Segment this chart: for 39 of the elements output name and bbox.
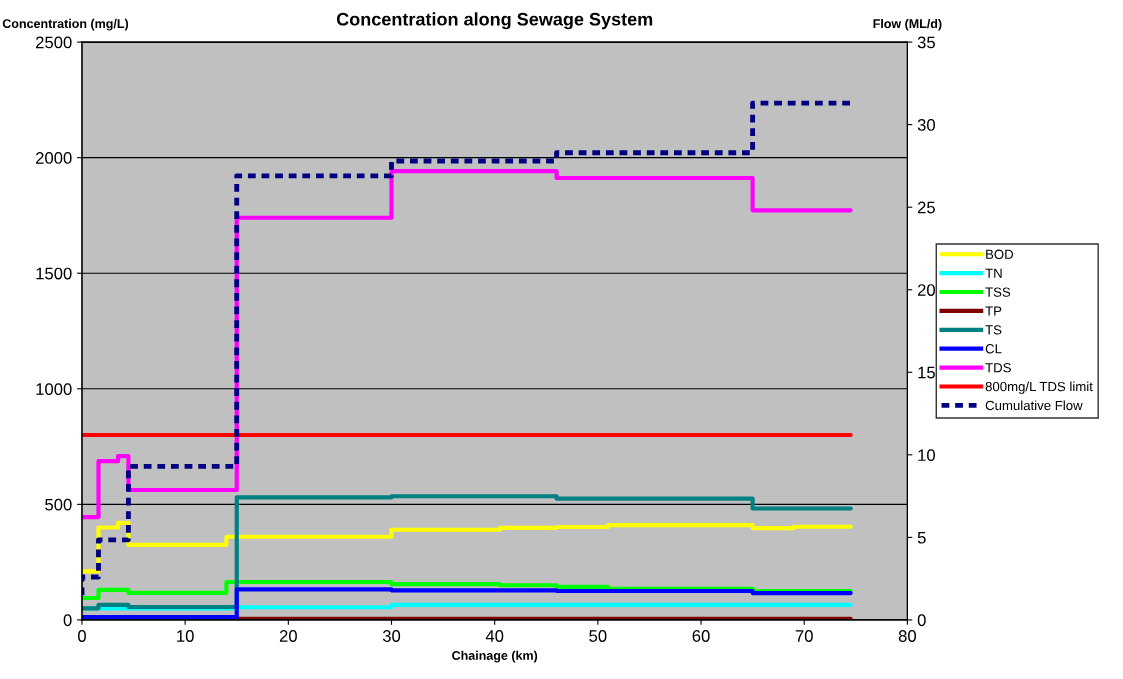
x-tick-label: 60 bbox=[692, 630, 710, 642]
y2-tick-label: 10 bbox=[918, 449, 935, 462]
y2-axis-title: Flow (ML/d) bbox=[873, 18, 942, 31]
y-tick-label: 2000 bbox=[36, 152, 72, 164]
line-series bbox=[81, 494, 853, 611]
y2-tick-label: 30 bbox=[917, 119, 935, 131]
legend-label: TSS bbox=[985, 287, 1011, 297]
y-tick-label: 1500 bbox=[36, 267, 72, 280]
x-tick-label: 50 bbox=[589, 630, 607, 642]
legend-label: BOD bbox=[986, 249, 1014, 259]
y-tick-label: 2500 bbox=[36, 36, 72, 49]
y2-tick-label: 0 bbox=[917, 614, 926, 627]
x-tick-label: 30 bbox=[382, 630, 401, 642]
x-tick-label: 10 bbox=[177, 630, 194, 642]
y2-tick-label: 5 bbox=[917, 531, 926, 544]
legend-label: TN bbox=[985, 268, 1002, 278]
x-tick-label: 0 bbox=[78, 630, 86, 642]
x-tick-label: 40 bbox=[485, 630, 504, 642]
legend-label: 800mg/L TDS limit bbox=[985, 381, 1093, 394]
y2-tick-label: 15 bbox=[918, 366, 935, 379]
legend-label: TDS bbox=[985, 363, 1011, 373]
legend-label: TP bbox=[985, 306, 1002, 316]
y-tick-label: 500 bbox=[45, 498, 72, 511]
y-tick-label: 0 bbox=[63, 614, 72, 627]
legend-label: TS bbox=[985, 325, 1002, 335]
x-tick-label: 20 bbox=[279, 630, 297, 642]
line-series bbox=[81, 587, 853, 620]
x-tick-label: 70 bbox=[795, 630, 813, 642]
y-tick-label: 1000 bbox=[36, 383, 72, 395]
y2-tick-label: 20 bbox=[917, 284, 935, 296]
y2-tick-label: 35 bbox=[917, 36, 935, 49]
x-axis-title: Chainage (km) bbox=[452, 650, 538, 663]
legend-label: Cumulative Flow bbox=[985, 400, 1083, 411]
chart-title: Concentration along Sewage System bbox=[336, 12, 653, 30]
y2-tick-label: 25 bbox=[917, 201, 935, 214]
line-series bbox=[81, 520, 853, 574]
y-axis-title: Concentration (mg/L) bbox=[2, 18, 129, 31]
legend-label: CL bbox=[985, 344, 1002, 354]
x-tick-label: 80 bbox=[898, 630, 916, 642]
